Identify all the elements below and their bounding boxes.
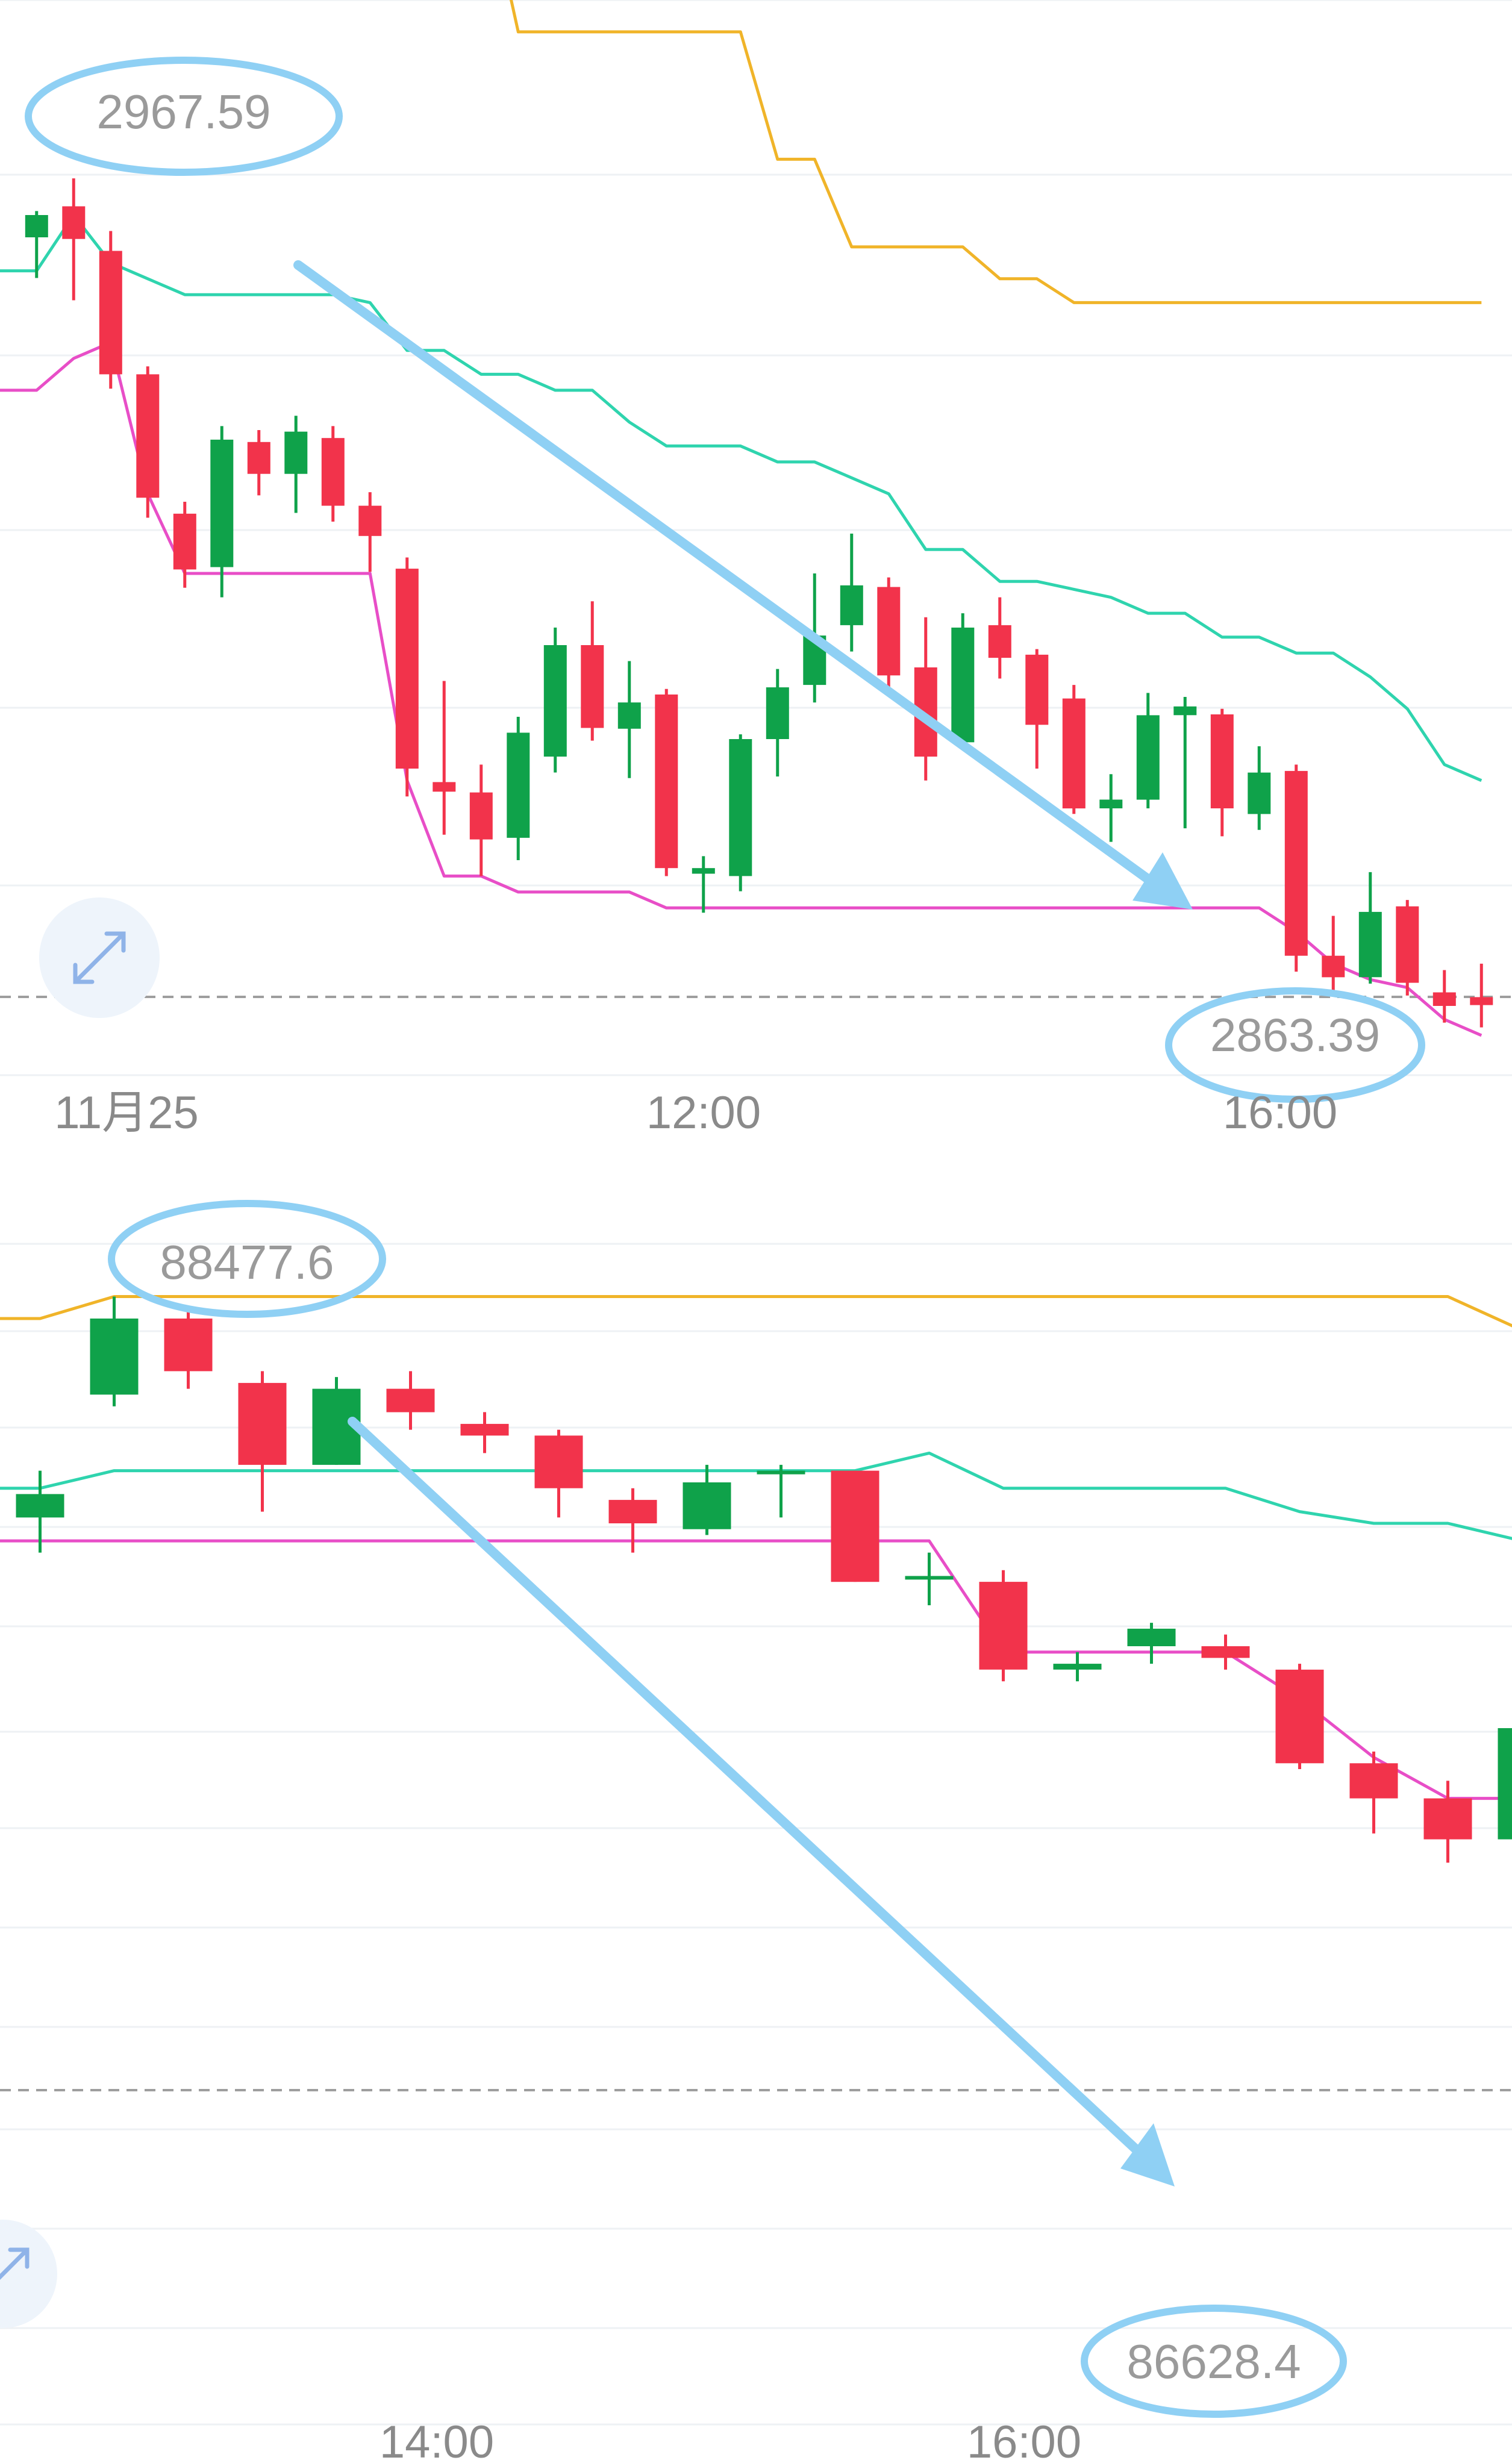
candle-body-down [1432, 992, 1456, 1006]
candle-body-down [655, 695, 678, 869]
middle-band-line [0, 1451, 1512, 1540]
bottom-x-tick-1: 16:00 [967, 2417, 1081, 2463]
candle-body-down [988, 625, 1011, 658]
candle-body-up [1173, 706, 1197, 716]
candle-body-up [507, 732, 530, 838]
candle-body-down [99, 251, 122, 375]
candle-body-down [321, 438, 345, 506]
candle-body-up [90, 1319, 139, 1395]
candle-body-down [979, 1582, 1028, 1670]
candle-body-down [1062, 698, 1086, 809]
candle-body-up [951, 627, 975, 743]
candle-body-up [543, 645, 567, 757]
candle-body-down [1210, 714, 1234, 808]
candle-body-down [136, 374, 160, 498]
candle-body-up [840, 585, 863, 625]
candle-body-up [757, 1470, 805, 1475]
middle-band-line [0, 213, 1482, 782]
candle-body-down [877, 587, 901, 676]
candle-body-down [1396, 906, 1419, 983]
candle-body-down [1025, 654, 1049, 725]
candle-body-down [1322, 955, 1345, 978]
expand-arrows-icon [0, 2220, 57, 2328]
candle-body-down [433, 782, 456, 792]
top-low-label: 2863.39 [1210, 1008, 1380, 1061]
candle-body-up [1053, 1664, 1102, 1670]
expand-icon-glyph [73, 931, 126, 984]
low-annotation-ellipse [1165, 987, 1425, 1103]
candle-body-up [683, 1482, 731, 1529]
candle-body-down [395, 569, 419, 769]
candle-body-up [1099, 799, 1123, 808]
bottom-x-tick-0: 14:00 [380, 2417, 494, 2463]
high-annotation-ellipse [25, 57, 343, 176]
candle-body-up [905, 1576, 954, 1580]
candle-body-up [1498, 1728, 1512, 1840]
top-x-tick-1: 12:00 [646, 1087, 761, 1138]
candle-body-down [1349, 1763, 1398, 1799]
top-x-tick-2: 16:00 [1223, 1087, 1337, 1138]
candle-body-down [247, 442, 270, 474]
candle-body-up [1248, 772, 1271, 814]
candle-body-down [608, 1500, 657, 1523]
trend-arrow-line [348, 1417, 1161, 2173]
candle-body-up [284, 431, 308, 474]
candle-body-down [62, 206, 86, 239]
candle-body-up [1358, 911, 1382, 978]
candle-body-up [617, 702, 641, 729]
candle-body-up [729, 739, 752, 876]
bottom-candlestick-panel[interactable] [0, 1200, 1512, 2426]
top-high-label: 2967.59 [96, 85, 270, 139]
candle-body-down [164, 1319, 213, 1372]
trend-arrow-line [293, 260, 1182, 905]
candle-body-down [358, 505, 382, 536]
candle-body-down [238, 1382, 287, 1465]
high-annotation-ellipse [108, 1200, 386, 1318]
candle-body-down [534, 1435, 583, 1488]
candle-body-up [210, 439, 234, 567]
candle-body-up [16, 1494, 64, 1518]
candle-body-down [386, 1388, 435, 1413]
top-candlestick-panel[interactable] [0, 0, 1512, 1103]
candle-body-down [1423, 1798, 1472, 1840]
low-annotation-ellipse [1081, 2305, 1347, 2418]
top-x-tick-0: 11月25 [54, 1087, 198, 1138]
lower-band-line [0, 1539, 1512, 1800]
candle-body-down [581, 645, 604, 728]
upper-band-line [0, 1295, 1512, 1328]
candle-body-up [25, 215, 48, 237]
candle-body-down [460, 1423, 509, 1436]
trend-arrow-head [1132, 852, 1193, 910]
candle-body-down [1201, 1646, 1250, 1658]
bottom-low-label: 86628.4 [1126, 2335, 1301, 2388]
candle-body-up [766, 687, 789, 739]
candle-body-up [1136, 715, 1160, 800]
candle-body-down [1275, 1669, 1324, 1764]
candle-body-up [692, 868, 715, 874]
candle-body-down [1470, 997, 1493, 1005]
candle-body-down [173, 513, 196, 570]
trend-arrow-head [1120, 2123, 1175, 2187]
candle-body-down [1284, 770, 1308, 956]
expand-icon-glyph [0, 2247, 30, 2280]
lower-band-line [0, 341, 1482, 1037]
upper-band-line [510, 0, 1482, 304]
candle-body-down [469, 792, 493, 840]
candle-body-up [1127, 1628, 1176, 1646]
bottom-high-label: 88477.6 [160, 1235, 334, 1289]
candle-body-down [831, 1470, 879, 1582]
